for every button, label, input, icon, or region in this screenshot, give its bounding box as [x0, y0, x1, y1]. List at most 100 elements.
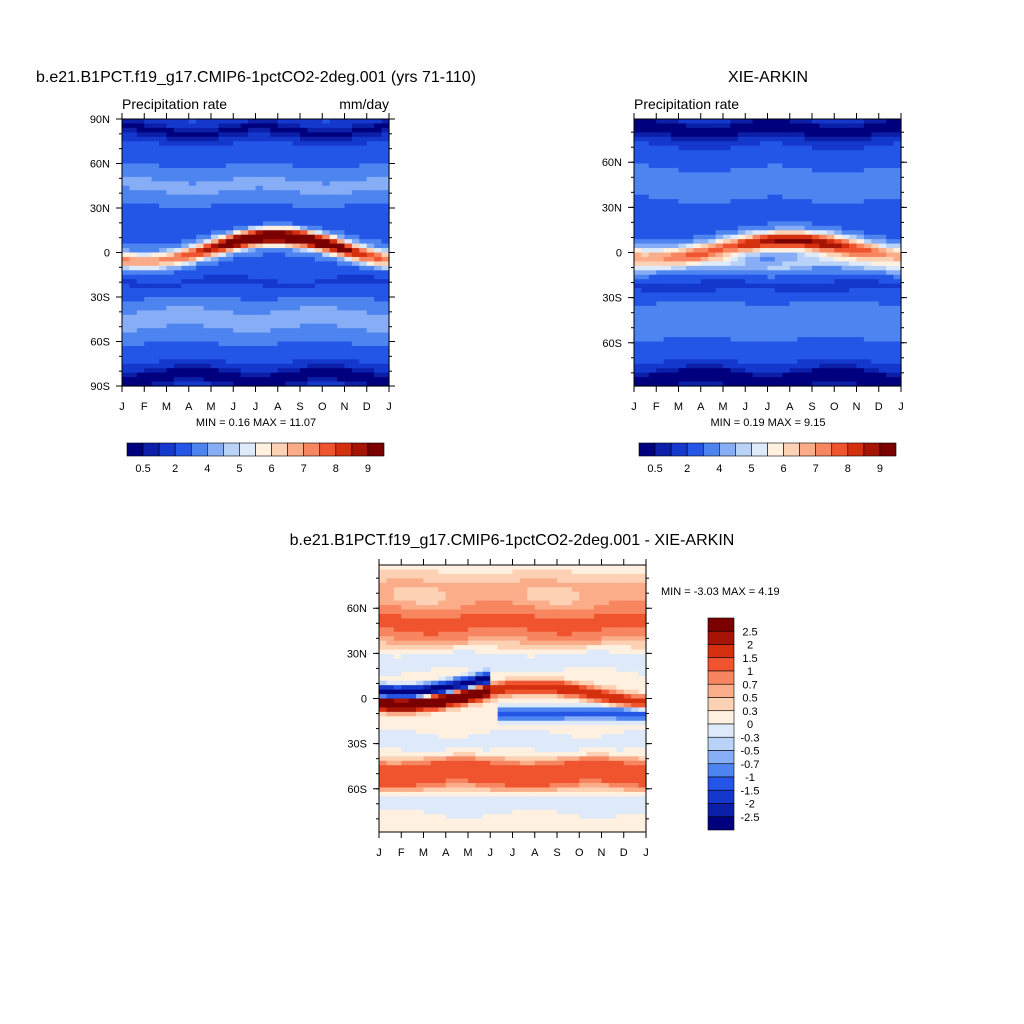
heatmap-cell	[329, 301, 338, 307]
heatmap-cell	[408, 618, 417, 624]
heatmap-cell	[366, 159, 375, 165]
heatmap-cell	[826, 230, 835, 236]
heatmap-cell	[834, 208, 843, 214]
heatmap-cell	[188, 159, 197, 165]
heatmap-cell	[745, 203, 754, 209]
heatmap-cell	[849, 150, 858, 156]
heatmap-cell	[351, 301, 360, 307]
heatmap-cell	[678, 261, 687, 267]
heatmap-cell	[173, 225, 182, 231]
heatmap-cell	[292, 167, 301, 173]
heatmap-cell	[760, 212, 769, 218]
heatmap-cell	[314, 154, 323, 160]
heatmap-cell	[159, 167, 168, 173]
colorbar-label: 0.5	[135, 463, 150, 475]
heatmap-cell	[715, 297, 724, 303]
heatmap-cell	[656, 372, 665, 378]
heatmap-cell	[752, 328, 761, 334]
heatmap-cell	[812, 319, 821, 325]
heatmap-cell	[211, 199, 220, 205]
heatmap-cell	[685, 350, 694, 356]
heatmap-cell	[211, 225, 220, 231]
heatmap-cell	[819, 194, 828, 200]
heatmap-cell	[351, 261, 360, 267]
heatmap-cell	[359, 190, 368, 196]
heatmap-cell	[351, 239, 360, 245]
heatmap-cell	[416, 760, 425, 766]
heatmap-cell	[826, 372, 835, 378]
heatmap-cell	[789, 208, 798, 214]
heatmap-cell	[379, 680, 388, 686]
heatmap-cell	[262, 332, 271, 338]
heatmap-cell	[834, 319, 843, 325]
heatmap-cell	[708, 239, 717, 245]
heatmap-cell	[782, 256, 791, 262]
heatmap-cell	[878, 381, 887, 387]
heatmap-cell	[248, 261, 257, 267]
heatmap-cell	[329, 256, 338, 262]
heatmap-cell	[344, 167, 353, 173]
heatmap-cell	[144, 270, 153, 276]
heatmap-cell	[663, 368, 672, 374]
heatmap-cell	[789, 159, 798, 165]
heatmap-cell	[277, 305, 286, 311]
colorbar-swatch	[190, 442, 208, 457]
heatmap-cell	[693, 377, 702, 383]
heatmap-cell	[715, 256, 724, 262]
heatmap-cell	[329, 248, 338, 254]
heatmap-cell	[166, 194, 175, 200]
heatmap-cell	[663, 301, 672, 307]
heatmap-cell	[416, 605, 425, 611]
heatmap-cell	[774, 123, 783, 129]
heatmap-cell	[322, 208, 331, 214]
heatmap-cell	[737, 225, 746, 231]
heatmap-cell	[886, 350, 895, 356]
heatmap-cell	[386, 814, 395, 820]
heatmap-cell	[678, 305, 687, 311]
heatmap-cell	[737, 279, 746, 285]
heatmap-cell	[307, 283, 316, 289]
heatmap-cell	[634, 323, 643, 329]
heatmap-cell	[314, 185, 323, 191]
heatmap-cell	[225, 141, 234, 147]
heatmap-cell	[819, 176, 828, 182]
heatmap-cell	[277, 279, 286, 285]
heatmap-cell	[225, 123, 234, 129]
heatmap-cell	[203, 363, 212, 369]
heatmap-cell	[408, 818, 417, 824]
heatmap-cell	[379, 596, 388, 602]
heatmap-cell	[408, 765, 417, 771]
heatmap-cell	[381, 225, 390, 231]
heatmap-cell	[782, 319, 791, 325]
heatmap-cell	[700, 345, 709, 351]
heatmap-cell	[715, 292, 724, 298]
heatmap-cell	[730, 216, 739, 222]
heatmap-cell	[723, 341, 732, 347]
heatmap-cell	[849, 234, 858, 240]
heatmap-cell	[366, 234, 375, 240]
heatmap-cell	[745, 274, 754, 280]
heatmap-cell	[797, 279, 806, 285]
heatmap-cell	[634, 354, 643, 360]
heatmap-cell	[430, 569, 439, 575]
heatmap-cell	[292, 314, 301, 320]
heatmap-cell	[678, 176, 687, 182]
heatmap-cell	[678, 216, 687, 222]
heatmap-cell	[760, 310, 769, 316]
heatmap-cell	[329, 119, 338, 125]
heatmap-cell	[233, 297, 242, 303]
heatmap-cell	[129, 292, 138, 298]
heatmap-cell	[634, 154, 643, 160]
heatmap-cell	[863, 145, 872, 151]
heatmap-cell	[782, 270, 791, 276]
heatmap-cell	[834, 145, 843, 151]
heatmap-cell	[211, 359, 220, 365]
heatmap-cell	[863, 132, 872, 138]
heatmap-cell	[671, 381, 680, 387]
heatmap-cell	[181, 185, 190, 191]
heatmap-cell	[386, 573, 395, 579]
heatmap-cell	[634, 234, 643, 240]
heatmap-cell	[723, 363, 732, 369]
heatmap-cell	[359, 265, 368, 271]
heatmap-cell	[685, 368, 694, 374]
